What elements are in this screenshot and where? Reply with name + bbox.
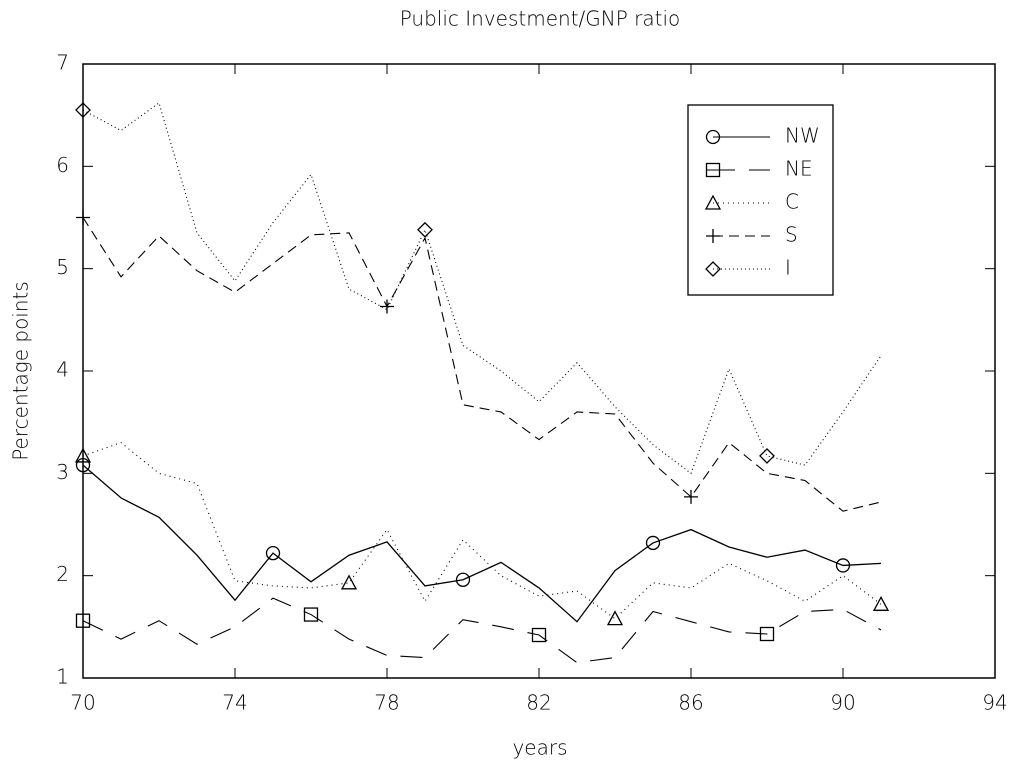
y-tick-label: 4 — [56, 358, 69, 382]
marker — [74, 447, 92, 463]
y-tick-label: 3 — [56, 460, 69, 484]
y-tick-label: 6 — [56, 153, 69, 177]
marker — [75, 102, 91, 118]
marker — [75, 613, 91, 628]
series-line — [82, 217, 882, 512]
x-tick-label: 74 — [222, 691, 247, 715]
x-tick-label: 90 — [830, 691, 855, 715]
marker — [759, 626, 775, 642]
series-line — [82, 464, 882, 623]
series-line — [82, 101, 882, 475]
legend-label: I — [785, 256, 791, 280]
marker — [455, 572, 471, 587]
marker — [684, 489, 698, 504]
x-tick-label: 78 — [374, 691, 399, 715]
legend-label: C — [785, 190, 799, 214]
marker — [303, 607, 319, 622]
legend-label: NE — [785, 157, 813, 181]
y-tick-label: 2 — [56, 562, 69, 586]
y-tick-label: 5 — [56, 255, 69, 279]
legend-label: S — [785, 223, 798, 247]
marker — [75, 457, 91, 473]
x-tick-label: 70 — [70, 691, 95, 715]
series-line — [82, 597, 882, 664]
marker — [704, 194, 722, 210]
x-tick-label: 82 — [526, 691, 551, 715]
marker — [705, 261, 721, 277]
marker — [872, 595, 890, 611]
legend-label: NW — [785, 124, 820, 148]
marker — [380, 299, 394, 314]
marker — [759, 448, 775, 464]
chart-title: Public Investment/GNP ratio — [400, 7, 681, 31]
series-line — [82, 442, 882, 620]
y-tick-label: 7 — [56, 51, 69, 75]
marker — [645, 535, 661, 551]
y-axis-label: Percentage points — [9, 281, 33, 461]
x-tick-label: 94 — [982, 691, 1007, 715]
marker — [76, 210, 90, 225]
y-tick-label: 1 — [56, 665, 69, 689]
marker — [417, 221, 433, 238]
x-axis-label: years — [512, 736, 567, 760]
plot-frame — [82, 63, 996, 679]
marker — [265, 546, 281, 561]
marker — [835, 558, 851, 573]
marker — [531, 627, 547, 643]
marker — [340, 574, 358, 590]
x-tick-label: 86 — [678, 691, 703, 715]
marker — [606, 610, 624, 626]
